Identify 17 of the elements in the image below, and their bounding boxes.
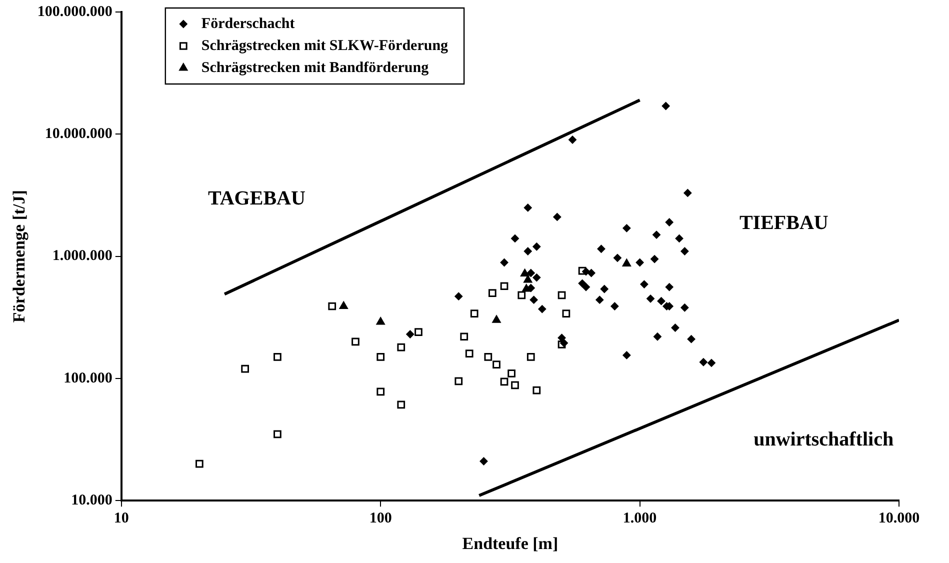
y-tick-label: 10.000.000 [44,126,112,142]
y-tick-label: 1.000.000 [52,248,112,264]
x-tick-label: 100 [369,510,392,526]
legend-label: Förderschacht [201,16,295,32]
y-tick-label: 100.000 [64,370,112,386]
legend-label: Schrägstrecken mit SLKW-Förderung [201,38,449,54]
legend-label: Schrägstrecken mit Bandförderung [201,60,430,76]
y-tick-label: 10.000 [71,492,112,508]
annotation: TIEFBAU [739,212,828,234]
y-axis-title: Fördermenge [t/J] [10,190,29,323]
annotation: TAGEBAU [208,187,306,210]
y-tick-label: 100.000.000 [37,4,112,20]
x-axis-title: Endteufe [m] [462,534,558,554]
x-tick-label: 10 [114,510,129,526]
x-tick-label: 1.000 [622,510,657,526]
annotation: unwirtschaftlich [754,428,894,451]
x-tick-label: 10.000 [878,510,920,526]
